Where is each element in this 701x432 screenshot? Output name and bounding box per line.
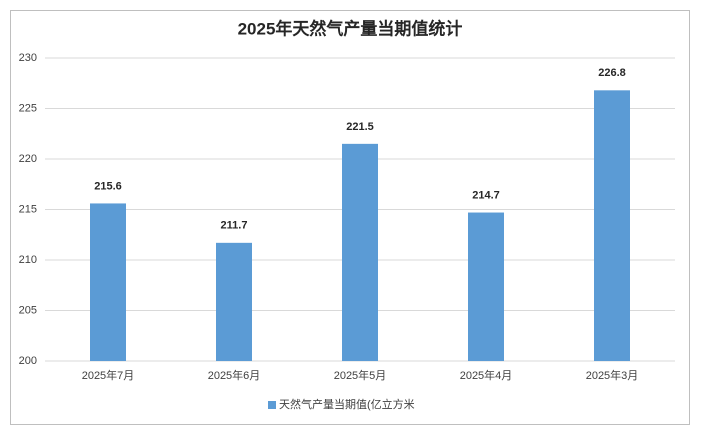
legend-label: 天然气产量当期值(亿立方米 [279, 397, 415, 411]
value-label: 215.6 [94, 180, 122, 192]
x-tick-label: 2025年5月 [334, 368, 387, 382]
y-tick-label: 200 [19, 355, 37, 367]
x-tick-label: 2025年3月 [586, 368, 639, 382]
bar [594, 90, 630, 361]
x-tick-label: 2025年7月 [82, 368, 135, 382]
y-tick-label: 230 [19, 52, 37, 64]
x-tick-label: 2025年6月 [208, 368, 261, 382]
y-tick-label: 215 [19, 203, 37, 215]
value-label: 221.5 [346, 121, 374, 133]
value-label: 226.8 [598, 67, 626, 79]
legend-swatch [268, 401, 276, 409]
y-tick-label: 225 [19, 102, 37, 114]
bar [216, 242, 252, 361]
x-tick-label: 2025年4月 [460, 368, 513, 382]
value-label: 211.7 [221, 220, 248, 232]
value-label: 214.7 [472, 189, 500, 201]
chart-title: 2025年天然气产量当期值统计 [238, 18, 463, 38]
bar [468, 212, 504, 361]
y-tick-label: 205 [19, 304, 37, 316]
bar [90, 203, 126, 361]
y-tick-label: 210 [19, 254, 37, 266]
y-tick-label: 220 [19, 153, 37, 165]
bar [342, 143, 378, 361]
